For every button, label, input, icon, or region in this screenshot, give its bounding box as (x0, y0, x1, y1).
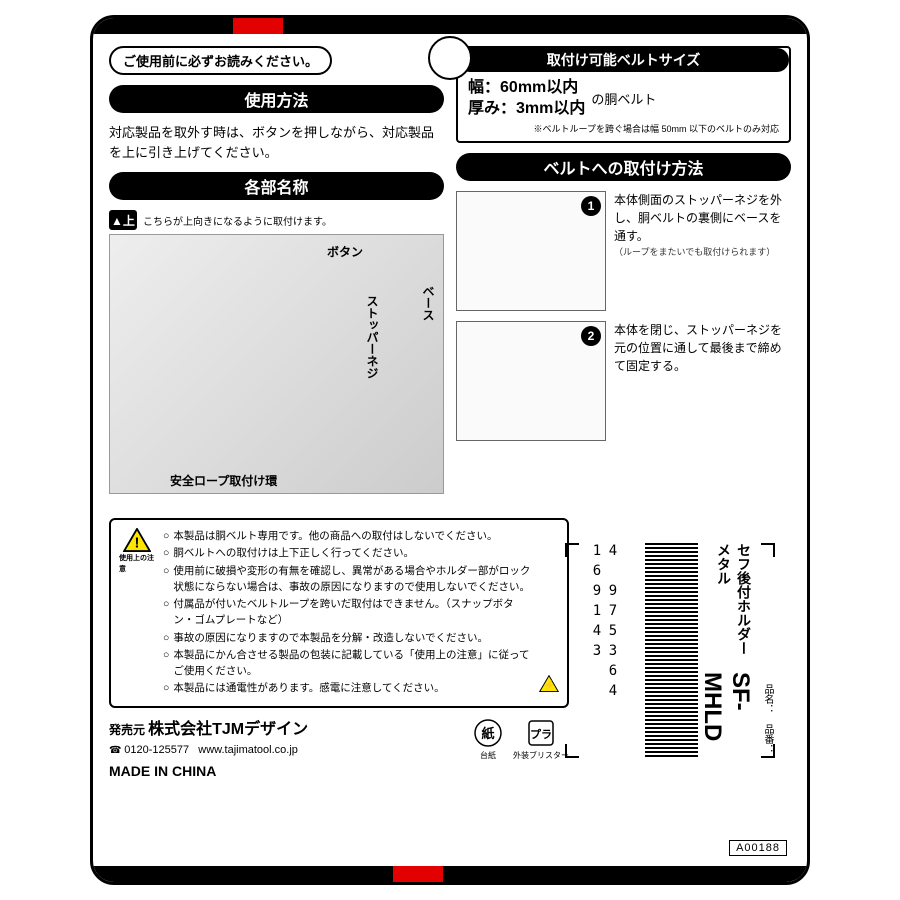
warning-item: ○本製品にかん合させる製品の包装に記載している「使用上の注意」に従ってご使用くだ… (163, 647, 531, 680)
warning-item: ○胴ベルトへの取付けは上下正しく行ってください。 (163, 545, 531, 561)
product-code-label: 品番： (760, 724, 775, 754)
barcode-bars (645, 543, 698, 758)
doc-number: A00188 (729, 840, 787, 856)
bottom-stripe (93, 866, 807, 882)
svg-text:⚡: ⚡ (543, 679, 555, 691)
up-icon: ▲上 (109, 210, 137, 230)
warning-item: ○本製品には通電性があります。感電に注意してください。 (163, 680, 531, 696)
spec-suffix: の胴ベルト (591, 89, 656, 108)
warning-item: ○使用前に破損や変形の有無を確認し、異常がある場合やホルダー部がロック状態になら… (163, 563, 531, 596)
step-1: 1 本体側面のストッパーネジを外し、胴ベルトの裏側にベースを通す。 （ループをま… (456, 191, 791, 311)
mount-title: ベルトへの取付け方法 (456, 153, 791, 181)
warning-caption: 使用上の注意 (119, 554, 155, 576)
warning-icon: ! (123, 528, 151, 552)
warning-item: ○事故の原因になりますので本製品を分解・改造しないでください。 (163, 630, 531, 646)
product-name-label: 品名： (760, 684, 775, 714)
step2-image: 2 (456, 321, 606, 441)
label-button: ボタン (327, 243, 363, 260)
label-ring: 安全ロープ取付け環 (170, 472, 277, 489)
step1-image: 1 (456, 191, 606, 311)
barcode-number: 4 975364 169143 (589, 543, 621, 758)
step1-text: 本体側面のストッパーネジを外し、胴ベルトの裏側にベースを通す。 (614, 191, 791, 245)
up-text: こちらが上向きになるように取付けます。 (143, 213, 332, 228)
warning-list: ○本製品は胴ベルト専用です。他の商品への取付はしないでください。○胴ベルトへの取… (163, 528, 531, 698)
plastic-recycle-icon: プラ (526, 718, 556, 748)
right-column: 取付け可能ベルトサイズ 幅：60mm以内 厚み：3mm以内 の胴ベルト ※ベルト… (456, 46, 791, 510)
svg-text:!: ! (135, 535, 140, 551)
plastic-sub: 外装ブリスター (513, 750, 569, 761)
parts-diagram: ▲上 こちらが上向きになるように取付けます。 ボタン ストッパーネジ ベース 安… (109, 210, 444, 510)
step-2: 2 本体を閉じ、ストッパーネジを元の位置に通して最後まで締めて固定する。 (456, 321, 791, 441)
warning-item: ○付属品が付いたベルトループを跨いだ取付はできません。（スナップボタン・ゴムプレ… (163, 596, 531, 629)
seller-company: 株式会社TJMデザイン (148, 721, 308, 738)
svg-text:プラ: プラ (530, 727, 552, 741)
recycling-marks: 紙 台紙 プラ 外装ブリスター (473, 718, 569, 761)
seller-label: 発売元 (109, 723, 145, 737)
spec-thick-value: 3mm以内 (516, 100, 585, 117)
spec-title: 取付け可能ベルトサイズ (458, 48, 789, 72)
spec-width-label: 幅： (468, 79, 500, 96)
seller-url: www.tajimatool.co.jp (198, 744, 298, 756)
barcode-area: 4 975364 169143 セフ後付ホルダー メタル SF-MHLD 品名：… (565, 543, 775, 758)
read-first-pill: ご使用前に必ずお読みください。 (109, 46, 332, 75)
made-in: MADE IN CHINA (109, 761, 308, 782)
warning-box: ! 使用上の注意 ○本製品は胴ベルト専用です。他の商品への取付はしないでください… (109, 518, 569, 708)
label-base: ベース (420, 285, 437, 321)
spec-box: 取付け可能ベルトサイズ 幅：60mm以内 厚み：3mm以内 の胴ベルト ※ベルト… (456, 46, 791, 143)
svg-text:紙: 紙 (481, 726, 494, 741)
top-stripe (93, 18, 807, 34)
product-code: SF-MHLD (698, 672, 754, 754)
left-column: ご使用前に必ずお読みください。 使用方法 対応製品を取外す時は、ボタンを押しなが… (109, 46, 444, 510)
usage-text: 対応製品を取外す時は、ボタンを押しながら、対応製品を上に引き上げてください。 (109, 123, 444, 162)
product-name: セフ後付ホルダー メタル (698, 543, 754, 664)
label-stopper: ストッパーネジ (364, 295, 381, 379)
spec-width-value: 60mm以内 (500, 79, 578, 96)
step1-note: （ループをまたいでも取付けられます） (614, 245, 791, 258)
hang-hole (428, 36, 472, 80)
spec-thick-label: 厚み： (468, 100, 516, 117)
seller-tel: 0120-125577 (124, 744, 189, 756)
paper-sub: 台紙 (480, 750, 496, 761)
spec-note: ※ベルトループを跨ぐ場合は幅 50mm 以下のベルトのみ対応 (468, 122, 779, 135)
electric-icon: ⚡ (539, 675, 559, 698)
parts-title: 各部名称 (109, 172, 444, 200)
card: ご使用前に必ずお読みください。 使用方法 対応製品を取外す時は、ボタンを押しなが… (90, 15, 810, 885)
paper-recycle-icon: 紙 (473, 718, 503, 748)
seller-info: 発売元 株式会社TJMデザイン ☎ 0120-125577 www.tajima… (109, 718, 308, 783)
usage-title: 使用方法 (109, 85, 444, 113)
warning-item: ○本製品は胴ベルト専用です。他の商品への取付はしないでください。 (163, 528, 531, 544)
step2-text: 本体を閉じ、ストッパーネジを元の位置に通して最後まで締めて固定する。 (614, 321, 791, 375)
